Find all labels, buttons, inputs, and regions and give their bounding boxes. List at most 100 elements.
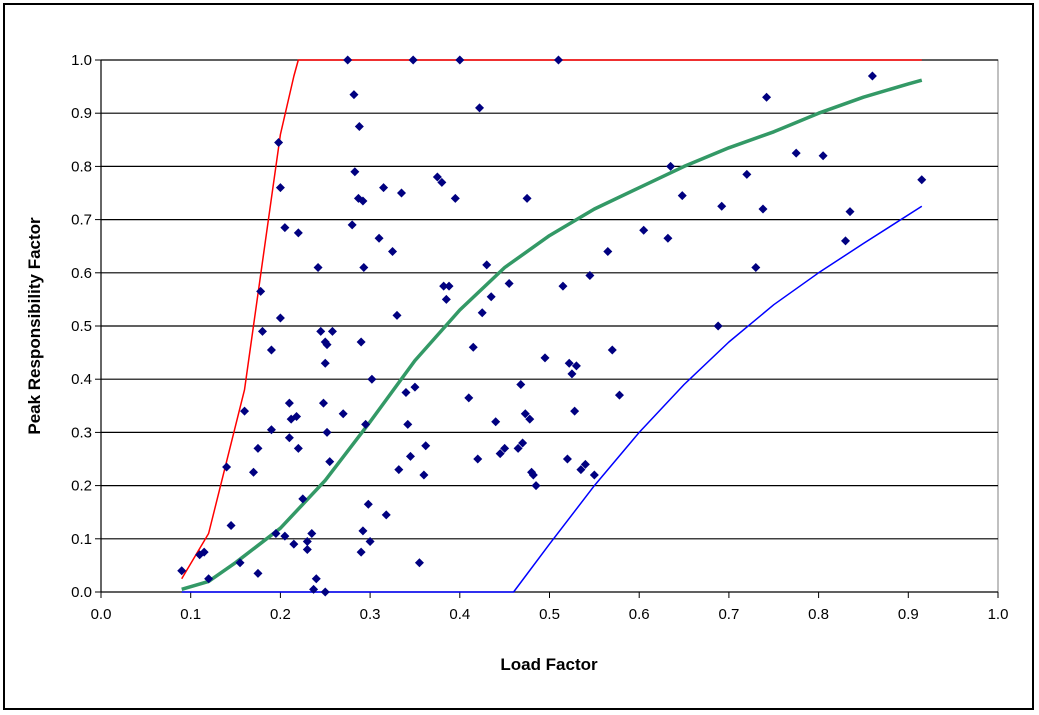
data-point	[322, 340, 332, 350]
data-point	[298, 494, 308, 504]
trend-lines	[181, 59, 923, 593]
data-point	[257, 326, 267, 336]
data-point	[199, 547, 209, 557]
data-point	[358, 196, 368, 206]
data-point	[253, 568, 263, 578]
data-point	[359, 262, 369, 272]
y-tick-label: 0.9	[71, 105, 92, 122]
data-point	[361, 419, 371, 429]
data-point	[513, 443, 523, 453]
data-point	[356, 547, 366, 557]
data-point	[266, 345, 276, 355]
data-point	[589, 470, 599, 480]
y-tick-label: 0.7	[71, 212, 92, 229]
data-point	[419, 470, 429, 480]
data-point	[751, 262, 761, 272]
data-point	[486, 292, 496, 302]
data-point	[293, 443, 303, 453]
data-point	[414, 558, 424, 568]
data-point	[558, 281, 568, 291]
data-point	[275, 183, 285, 193]
x-tick-label: 0.9	[898, 606, 919, 623]
data-point	[256, 286, 266, 296]
data-point	[570, 406, 580, 416]
chart-frame: 0.0 0.1 0.2 0.3 0.4 0.5 0.6 0.7 0.8 0.9 1.0 0.0 0.1 0…	[3, 3, 1034, 710]
data-point	[253, 443, 263, 453]
data-point	[576, 465, 586, 475]
x-tick-label: 0.7	[718, 606, 739, 623]
data-point	[841, 236, 851, 246]
data-point	[408, 55, 418, 65]
data-point	[421, 441, 431, 451]
data-point	[343, 55, 353, 65]
data-point	[302, 536, 312, 546]
data-point	[354, 122, 364, 131]
data-point	[531, 481, 541, 491]
data-point	[500, 443, 510, 453]
data-point	[666, 161, 676, 171]
data-point	[713, 321, 723, 331]
data-point	[379, 183, 389, 193]
x-axis-title: Load Factor	[500, 655, 598, 674]
y-tick-label: 0.4	[71, 371, 92, 388]
data-point	[845, 207, 855, 217]
y-tick-label: 0.6	[71, 265, 92, 282]
x-tick-label: 0.3	[360, 606, 381, 623]
data-point	[504, 278, 514, 288]
data-point	[477, 308, 487, 318]
data-point	[522, 193, 532, 203]
data-point	[614, 390, 624, 400]
data-point	[292, 411, 302, 421]
data-point	[473, 454, 483, 464]
data-point	[516, 380, 526, 390]
data-point	[482, 260, 492, 270]
data-point	[475, 103, 485, 113]
data-point	[280, 531, 290, 541]
data-point	[441, 294, 451, 304]
data-point	[363, 499, 373, 509]
data-point	[349, 90, 359, 100]
y-tick-label: 1.0	[71, 52, 92, 69]
data-point	[325, 457, 335, 467]
data-point	[571, 361, 581, 371]
data-point	[226, 521, 236, 530]
data-point	[318, 398, 328, 408]
data-point	[639, 225, 649, 235]
scatter-chart: 0.0 0.1 0.2 0.3 0.4 0.5 0.6 0.7 0.8 0.9 1.0 0.0 0.1 0…	[25, 52, 1008, 674]
data-point	[235, 558, 245, 568]
y-tick-label: 0.0	[71, 584, 92, 601]
y-tick-label: 0.5	[71, 318, 92, 335]
data-point	[320, 587, 330, 597]
data-point	[302, 544, 312, 554]
red-curve	[181, 59, 922, 580]
data-point	[742, 169, 752, 179]
data-point	[222, 462, 232, 472]
data-point	[540, 353, 550, 363]
tick-labels: 0.0 0.1 0.2 0.3 0.4 0.5 0.6 0.7 0.8 0.9 1.0 0.0 0.1 0…	[71, 52, 1008, 623]
data-point	[316, 326, 326, 336]
data-point	[392, 310, 402, 320]
data-point	[580, 459, 590, 469]
data-point	[388, 247, 398, 257]
data-point	[271, 528, 281, 538]
data-point	[491, 417, 501, 427]
data-point	[338, 409, 348, 419]
data-point	[347, 220, 357, 230]
data-point	[274, 137, 284, 147]
data-point	[432, 172, 442, 182]
x-tick-label: 0.0	[91, 606, 112, 623]
data-point	[468, 342, 478, 352]
data-point	[350, 167, 360, 177]
data-point	[284, 398, 294, 408]
y-axis-title: Peak Responsibility Factor	[25, 217, 44, 435]
data-point	[818, 151, 828, 161]
data-point	[275, 313, 285, 323]
data-point	[762, 92, 772, 102]
y-tick-label: 0.3	[71, 424, 92, 441]
data-point	[564, 358, 574, 368]
data-point	[280, 223, 290, 233]
data-point	[248, 467, 258, 477]
data-point	[717, 201, 727, 211]
data-point	[562, 454, 572, 464]
x-tick-label: 0.1	[180, 606, 201, 623]
